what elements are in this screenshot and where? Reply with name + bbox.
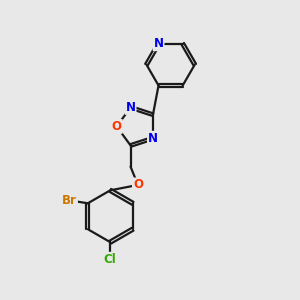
Text: O: O xyxy=(112,120,122,133)
Text: N: N xyxy=(154,37,164,50)
Text: N: N xyxy=(148,132,158,145)
Text: Cl: Cl xyxy=(104,253,117,266)
Text: Br: Br xyxy=(62,194,77,207)
Text: O: O xyxy=(133,178,143,191)
Text: N: N xyxy=(126,101,136,114)
